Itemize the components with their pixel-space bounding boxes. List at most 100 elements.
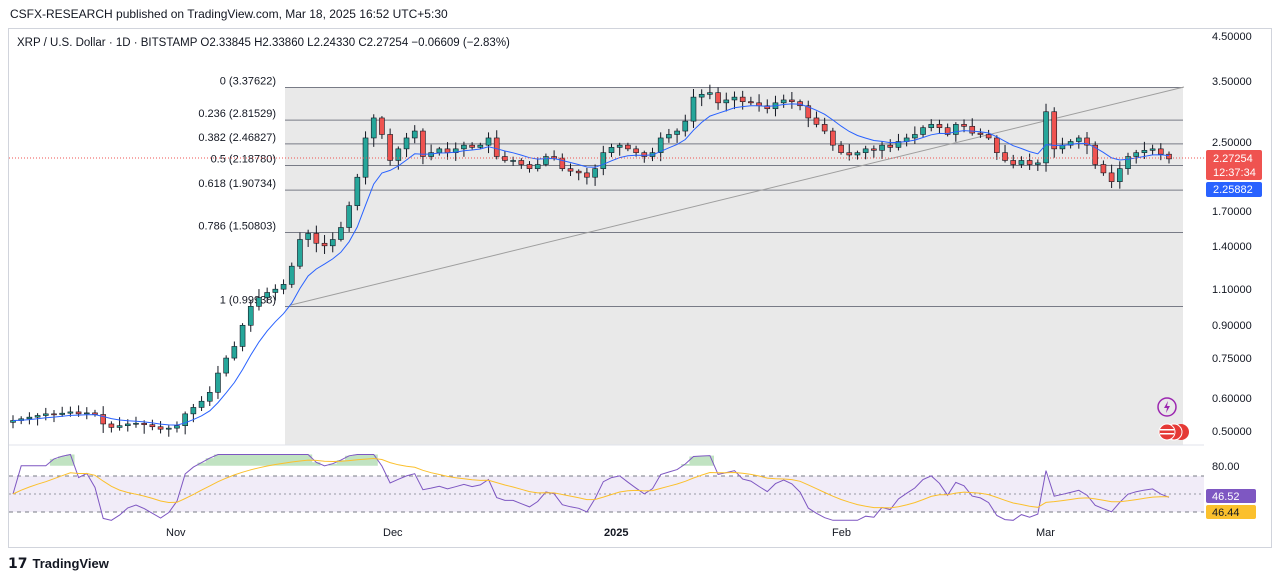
candle-up <box>436 148 443 153</box>
candle-down <box>1051 111 1058 150</box>
candle-up <box>247 306 254 326</box>
candle-up <box>477 144 484 148</box>
fib-level-label: 0.618 (1.90734) <box>198 178 276 190</box>
candle-down <box>936 124 943 128</box>
candle-up <box>854 152 861 156</box>
candle-down <box>567 168 574 172</box>
candle-up <box>411 130 418 139</box>
time-axis-label: Feb <box>832 527 851 539</box>
price-axis-label: 0.90000 <box>1212 320 1252 332</box>
time-axis-label: Mar <box>1036 527 1055 539</box>
candle-up <box>707 92 713 95</box>
candle-down <box>469 144 475 148</box>
candle-up <box>1117 168 1123 182</box>
candle-up <box>510 160 516 162</box>
candle-up <box>534 164 541 169</box>
tradingview-footer[interactable]: 𝟭𝟳 TradingView <box>8 552 109 574</box>
rsi-axis-label: 80.00 <box>1212 461 1240 473</box>
candle-up <box>723 99 730 104</box>
candle-up <box>198 400 205 408</box>
candle-down <box>994 137 1000 153</box>
candle-up <box>1141 150 1148 153</box>
time-axis-label: Nov <box>166 527 186 539</box>
candle-down <box>584 172 590 178</box>
candle-down <box>715 92 721 104</box>
candle-down <box>559 157 566 169</box>
candle-up <box>34 415 41 418</box>
candle-down <box>1158 148 1164 155</box>
candle-down <box>944 127 951 135</box>
publisher-header: CSFX-RESEARCH published on TradingView.c… <box>0 0 1281 28</box>
candle-up <box>428 152 434 157</box>
candle-up <box>10 420 16 423</box>
candle-up <box>305 233 311 240</box>
candle-down <box>444 148 451 153</box>
candle-down <box>887 144 894 148</box>
tradingview-brand: TradingView <box>32 555 109 571</box>
candle-down <box>51 413 57 416</box>
candle-up <box>124 423 131 426</box>
fib-level-label: 1 (0.99938) <box>220 294 276 306</box>
candle-down <box>764 105 771 110</box>
chart-legend: XRP / U.S. Dollar · 1D · BITSTAMP O2.338… <box>17 37 510 49</box>
time-axis[interactable]: Nov Dec 2025 Feb Mar <box>166 527 1055 539</box>
current-price-value: 2.27254 <box>1213 153 1253 165</box>
candle-down <box>518 160 525 165</box>
candle-up <box>215 372 221 393</box>
price-axis-label: 2.50000 <box>1212 137 1252 149</box>
candle-up <box>485 137 492 146</box>
candle-down <box>141 422 147 425</box>
candle-down <box>108 423 115 428</box>
fib-zone-background <box>285 87 1183 445</box>
time-axis-label: 2025 <box>604 527 628 539</box>
candle-up <box>666 134 672 139</box>
us-flag-icon[interactable] <box>1158 423 1189 441</box>
candle-down <box>575 170 582 174</box>
candle-up <box>42 413 49 416</box>
candle-up <box>297 239 303 267</box>
candle-up <box>895 141 902 148</box>
candle-up <box>690 96 697 122</box>
candle-down <box>1108 172 1115 182</box>
candle-up <box>272 288 279 293</box>
candle-up <box>608 147 615 153</box>
candle-up <box>657 137 664 153</box>
candle-down <box>871 148 877 151</box>
candle-up <box>920 127 926 135</box>
candle-up <box>879 144 885 151</box>
candle-up <box>682 120 689 132</box>
chart-canvas[interactable]: 0 (3.37622) 0.236 (2.81529) 0.382 (2.46827… <box>9 29 1271 547</box>
candle-down <box>1010 160 1017 165</box>
countdown-value: 12:37:34 <box>1213 167 1256 179</box>
candle-down <box>75 411 82 415</box>
moving-average-line <box>12 103 1170 426</box>
lightning-icon[interactable] <box>1157 397 1177 417</box>
candle-down <box>1002 152 1008 161</box>
candle-up <box>1133 152 1140 157</box>
trend-line[interactable] <box>290 86 1185 306</box>
tradingview-logo-icon: 𝟭𝟳 <box>8 554 28 571</box>
price-axis[interactable]: 4.50000 3.50000 2.50000 1.70000 1.40000 … <box>1212 31 1252 438</box>
rsi-ma-badge <box>1206 505 1256 519</box>
candle-up <box>354 176 361 206</box>
price-axis-label: 1.10000 <box>1212 284 1252 296</box>
candle-up <box>346 205 352 228</box>
candle-down <box>830 130 836 146</box>
candle-down <box>1166 153 1172 160</box>
candle-up <box>59 412 65 415</box>
candle-down <box>633 148 639 153</box>
candle-down <box>149 424 156 428</box>
candle-down <box>1100 164 1107 174</box>
fib-level-label: 0.786 (1.50803) <box>198 220 276 232</box>
candle-up <box>116 425 123 428</box>
rsi-line <box>12 453 1170 521</box>
candle-up <box>174 425 180 429</box>
candle-up <box>190 407 197 415</box>
candle-up <box>280 284 287 290</box>
price-axis-label: 1.70000 <box>1212 206 1252 218</box>
candle-down <box>387 134 393 161</box>
price-axis-label: 0.50000 <box>1212 426 1252 438</box>
rsi-value: 46.52 <box>1212 491 1240 503</box>
candle-down <box>977 132 984 135</box>
candle-up <box>288 265 295 285</box>
